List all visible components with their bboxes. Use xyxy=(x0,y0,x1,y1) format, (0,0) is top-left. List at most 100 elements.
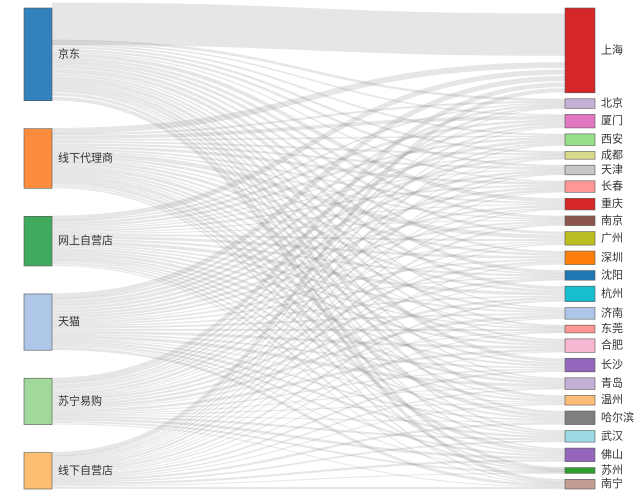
link-0-3 xyxy=(51,44,566,136)
link-3-10 xyxy=(51,258,566,324)
link-1-22 xyxy=(51,184,566,471)
link-0-17 xyxy=(51,81,566,380)
link-0-13 xyxy=(51,71,566,310)
target-node-19 xyxy=(564,410,596,425)
link-2-20 xyxy=(51,258,566,436)
target-node-3 xyxy=(564,133,596,146)
link-3-12 xyxy=(51,295,566,327)
target-label-20: 武汉 xyxy=(601,429,623,442)
link-2-16 xyxy=(51,249,566,367)
link-2-7 xyxy=(51,203,566,234)
link-3-8 xyxy=(51,220,566,321)
target-node-1 xyxy=(564,98,596,109)
link-0-23 xyxy=(51,96,566,483)
link-3-6 xyxy=(51,186,566,316)
link-1-14 xyxy=(51,164,566,329)
link-4-2 xyxy=(51,124,566,387)
target-label-14: 东莞 xyxy=(601,322,623,335)
link-4-4 xyxy=(51,157,566,390)
link-4-19 xyxy=(51,415,566,423)
link-4-21 xyxy=(51,418,566,460)
target-label-18: 温州 xyxy=(601,393,623,406)
link-1-3 xyxy=(51,135,566,141)
link-3-18 xyxy=(51,338,566,404)
link-0-10 xyxy=(51,62,566,254)
target-node-15 xyxy=(564,338,596,353)
link-2-9 xyxy=(51,234,566,242)
link-1-1 xyxy=(51,100,566,136)
target-label-5: 天津 xyxy=(601,163,623,176)
link-5-5 xyxy=(51,173,566,462)
target-label-23: 南宁 xyxy=(601,476,623,490)
target-node-21 xyxy=(564,447,596,462)
link-2-6 xyxy=(51,184,566,232)
link-3-20 xyxy=(51,341,566,439)
link-4-5 xyxy=(51,171,566,392)
link-0-8 xyxy=(51,57,566,219)
link-2-5 xyxy=(51,168,566,230)
link-5-16 xyxy=(51,370,566,477)
target-node-22 xyxy=(564,467,596,474)
link-0-12 xyxy=(51,68,566,290)
link-1-9 xyxy=(51,152,566,239)
link-2-0 xyxy=(51,69,566,221)
link-0-4 xyxy=(51,46,566,154)
target-label-13: 济南 xyxy=(601,305,623,319)
link-4-13 xyxy=(51,315,566,409)
link-0-0 xyxy=(51,2,566,56)
link-1-0 xyxy=(51,62,566,134)
link-4-16 xyxy=(51,368,566,414)
link-0-11 xyxy=(51,65,566,274)
link-2-8 xyxy=(51,219,566,235)
source-node-3 xyxy=(23,293,53,351)
link-4-0 xyxy=(51,82,566,383)
link-3-0 xyxy=(51,75,566,299)
source-label-3: 天猫 xyxy=(58,315,80,328)
link-2-22 xyxy=(51,262,566,472)
link-2-4 xyxy=(51,154,566,229)
link-4-18 xyxy=(51,403,566,416)
link-1-13 xyxy=(51,162,566,312)
link-1-18 xyxy=(51,173,566,400)
link-3-19 xyxy=(51,339,566,422)
link-4-9 xyxy=(51,242,566,399)
link-4-15 xyxy=(51,348,566,413)
link-5-3 xyxy=(51,143,566,460)
source-node-2 xyxy=(23,215,53,267)
link-4-7 xyxy=(51,207,566,397)
link-4-3 xyxy=(51,142,566,389)
link-3-17 xyxy=(51,335,566,388)
link-1-23 xyxy=(51,186,566,484)
source-label-4: 苏宁易购 xyxy=(58,393,102,407)
link-5-17 xyxy=(51,387,566,479)
link-1-20 xyxy=(51,178,566,435)
link-3-5 xyxy=(51,169,566,313)
link-0-7 xyxy=(51,53,566,203)
target-node-6 xyxy=(564,180,596,193)
link-3-3 xyxy=(51,139,566,307)
link-5-22 xyxy=(51,472,566,487)
link-5-10 xyxy=(51,263,566,469)
link-1-8 xyxy=(51,150,566,221)
link-5-0 xyxy=(51,88,566,457)
target-label-8: 南京 xyxy=(601,213,623,227)
source-label-0: 京东 xyxy=(58,46,80,60)
link-5-19 xyxy=(51,422,566,482)
source-label-5: 线下自营店 xyxy=(58,463,113,477)
link-5-18 xyxy=(51,404,566,480)
link-3-7 xyxy=(51,204,566,319)
link-1-12 xyxy=(51,160,566,293)
link-0-6 xyxy=(51,51,566,183)
link-2-10 xyxy=(51,235,566,259)
link-5-2 xyxy=(51,126,566,458)
link-1-7 xyxy=(51,148,566,204)
link-0-22 xyxy=(51,92,566,470)
link-3-21 xyxy=(51,343,566,457)
link-2-11 xyxy=(51,238,566,277)
target-node-5 xyxy=(564,164,596,176)
link-0-21 xyxy=(51,90,566,450)
target-node-0 xyxy=(564,7,596,94)
link-4-12 xyxy=(51,297,566,406)
link-3-16 xyxy=(51,333,566,369)
